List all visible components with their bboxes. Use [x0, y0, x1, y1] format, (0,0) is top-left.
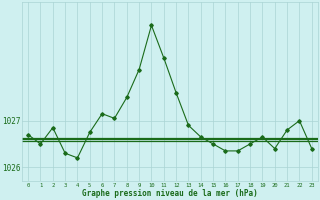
X-axis label: Graphe pression niveau de la mer (hPa): Graphe pression niveau de la mer (hPa) — [82, 189, 258, 198]
